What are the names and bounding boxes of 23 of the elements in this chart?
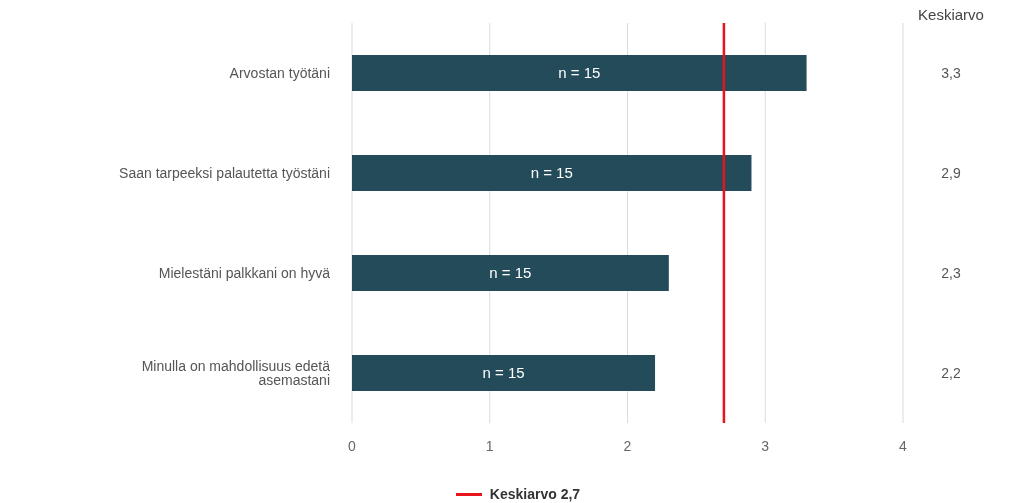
bar [352, 355, 656, 391]
data-label: 2,3 [941, 265, 961, 281]
data-label: 3,3 [941, 65, 961, 81]
x-tick-label: 3 [761, 437, 770, 454]
annotation: n = 15 [489, 264, 532, 281]
bar [352, 155, 752, 191]
text: Keskiarvo [918, 6, 984, 23]
annotation: n = 15 [530, 164, 573, 181]
x-tick-label: 1 [485, 437, 494, 454]
x-tick-label: 2 [623, 437, 632, 454]
y-tick-label: Mielestäni palkkani on hyvä [158, 264, 331, 281]
data-label: 2,2 [941, 365, 961, 381]
annotation: n = 15 [558, 64, 601, 81]
bar [352, 55, 807, 91]
annotation: n = 15 [482, 364, 525, 381]
y-tick-label: Minulla on mahdollisuus edetä asemastani [141, 357, 331, 388]
data-label: 2,9 [941, 165, 961, 181]
bar [352, 255, 669, 291]
x-tick-label: 4 [899, 437, 908, 454]
y-tick-label: Arvostan työtäni [229, 64, 330, 81]
y-tick-label: Saan tarpeeksi palautetta työstäni [119, 164, 330, 181]
legend-label: Keskiarvo 2,7 [489, 486, 581, 502]
x-tick-label: 0 [348, 437, 357, 454]
